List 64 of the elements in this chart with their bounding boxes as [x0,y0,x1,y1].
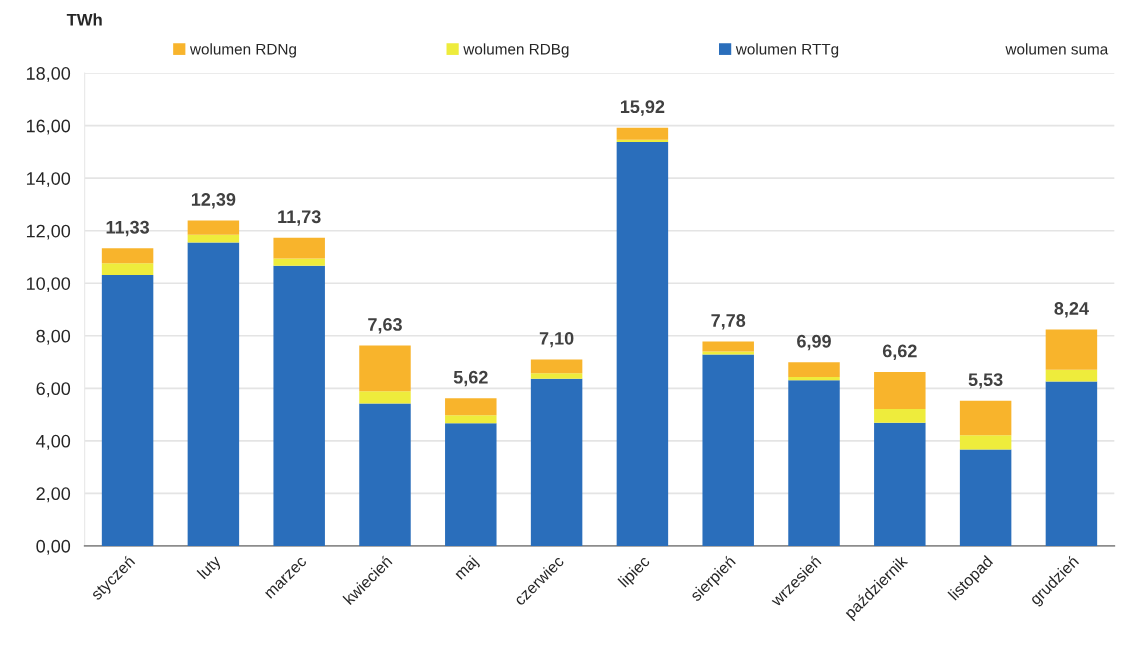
total-label: 5,62 [453,370,488,387]
bar [874,422,926,546]
y-tick-label: 4,00 [36,434,71,450]
total-label: 6,62 [882,344,917,360]
total-label: 5,53 [968,373,1003,389]
bar [359,391,411,404]
bar [530,378,583,546]
bar [616,127,669,140]
y-tick-label: 2,00 [36,487,71,503]
bar [959,435,1012,450]
total-label: 8,24 [1054,302,1089,318]
total-label: 7,63 [368,318,402,334]
text: wolumen suma [1005,43,1109,55]
bar [788,362,840,378]
bar [874,409,926,423]
y-tick-label: 16,00 [26,119,71,135]
bar [187,234,240,243]
y-tick-label: 12,00 [26,224,71,240]
bar [273,265,325,546]
bar [959,400,1012,436]
y-tick-label: 10,00 [26,277,71,293]
bar [101,275,154,546]
bar [1045,381,1098,546]
y-tick-label: 18,00 [26,67,71,82]
total-label: 12,39 [191,193,236,209]
legend-label: wolumen RDBg [463,43,569,58]
bar [530,359,583,374]
total-label: 6,99 [797,334,831,351]
bar [187,220,240,235]
total-label: 11,73 [278,210,321,226]
bar [445,398,497,416]
y-tick-label: 0,00 [36,539,71,555]
bar [874,372,926,410]
bar [788,380,840,546]
total-label: 7,78 [711,314,746,330]
y-axis-title: TWh [66,13,102,26]
bar [788,377,840,381]
bar [101,263,154,276]
bar [359,345,411,392]
x-tick-label: maj [453,555,481,583]
total-label: 11,33 [106,220,150,237]
bar [273,237,325,259]
legend-label: wolumen RDNg [189,43,296,58]
bar [187,242,240,546]
bar [1045,329,1098,370]
x-tick-label: luty [196,554,224,582]
y-tick-label: 8,00 [36,329,71,345]
bar [359,403,411,546]
bar [1045,369,1098,382]
legend-label: wolumen RTTg [735,43,839,58]
bar [445,415,497,424]
bar [959,449,1012,546]
y-tick-label: 14,00 [26,172,71,188]
y-tick-label: 6,00 [36,382,71,398]
total-label: 7,10 [539,331,574,348]
bar [530,373,583,379]
total-label: 15,92 [620,100,665,116]
bar [616,139,669,142]
bar [616,141,669,546]
bar [702,341,754,352]
bar [101,248,154,264]
bar [445,423,497,546]
bar [273,258,325,266]
bar [702,354,754,546]
